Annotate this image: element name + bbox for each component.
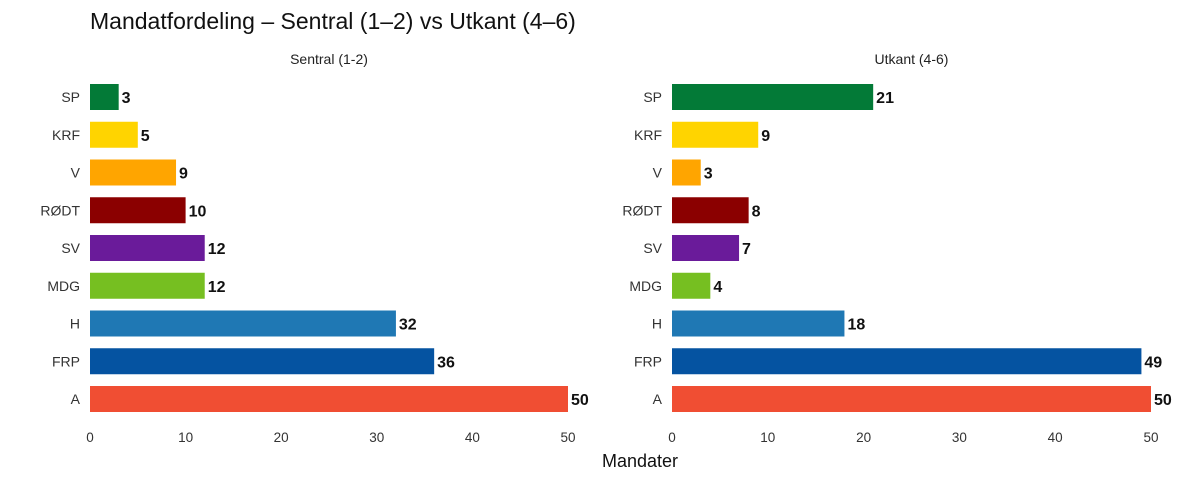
panel-utkant-category-label-sv: SV <box>643 240 662 256</box>
panel-sentral-value-label-frp: 36 <box>437 354 455 371</box>
panel-utkant-category-label-h: H <box>652 316 662 332</box>
panel-utkant-bar-mdg <box>672 272 711 299</box>
chart-title: Mandatfordeling – Sentral (1–2) vs Utkan… <box>90 8 576 34</box>
panel-utkant-bar-sp <box>672 84 874 110</box>
panel-sentral: Sentral (1-2) SP 3 KRF 5 V 9 RØDT 10 SV 12 MDG 12 H 32… <box>40 51 589 445</box>
panel-utkant-bar-v <box>672 159 701 186</box>
panel-sentral-category-label-sp: SP <box>61 89 80 105</box>
panel-utkant-value-label-frp: 49 <box>1144 354 1162 371</box>
panel-sentral-x-tick-30: 30 <box>369 430 384 445</box>
panel-utkant: Utkant (4-6) SP 21 KRF 9 V 3 RØDT 8 SV 7 MDG 4 H 18 FRP… <box>622 51 1172 445</box>
panel-utkant-bar-frp <box>672 348 1142 375</box>
x-axis-title: Mandater <box>602 451 678 471</box>
panel-sentral-category-label-krf: KRF <box>52 127 80 143</box>
panel-sentral-bar-rodt <box>90 197 186 224</box>
panel-sentral-category-label-frp: FRP <box>52 353 80 369</box>
panel-utkant-category-label-mdg: MDG <box>629 278 662 294</box>
panel-sentral-x-tick-40: 40 <box>465 430 480 445</box>
panel-utkant-category-label-v: V <box>653 165 663 181</box>
panel-sentral-value-label-mdg: 12 <box>208 279 226 296</box>
panel-sentral-value-label-rodt: 10 <box>189 203 207 220</box>
panel-sentral-value-label-sp: 3 <box>122 90 131 107</box>
panel-utkant-category-label-sp: SP <box>643 89 662 105</box>
panel-sentral-bar-krf <box>90 121 138 148</box>
panel-utkant-value-label-a: 50 <box>1154 392 1172 409</box>
panel-utkant-x-tick-40: 40 <box>1048 430 1063 445</box>
panel-sentral-category-label-mdg: MDG <box>47 278 80 294</box>
panel-utkant-value-label-sv: 7 <box>742 241 751 258</box>
panel-sentral-bar-a <box>90 386 568 412</box>
panel-utkant-value-label-h: 18 <box>847 317 865 334</box>
panel-utkant-category-label-krf: KRF <box>634 127 662 143</box>
panel-sentral-x-tick-0: 0 <box>86 430 94 445</box>
panel-sentral-title: Sentral (1-2) <box>290 51 368 67</box>
panel-utkant-value-label-mdg: 4 <box>713 279 722 296</box>
panel-sentral-value-label-sv: 12 <box>208 241 226 258</box>
panel-sentral-category-label-sv: SV <box>61 240 80 256</box>
panel-sentral-bar-sv <box>90 235 205 261</box>
panel-utkant-bar-a <box>672 386 1151 412</box>
panel-sentral-value-label-h: 32 <box>399 317 417 334</box>
panel-utkant-bar-h <box>672 310 845 337</box>
panel-utkant-x-tick-10: 10 <box>760 430 775 445</box>
panel-utkant-category-label-frp: FRP <box>634 353 662 369</box>
panel-sentral-value-label-krf: 5 <box>141 128 150 145</box>
panel-sentral-value-label-v: 9 <box>179 166 188 183</box>
panel-sentral-bar-h <box>90 310 396 337</box>
panel-sentral-x-tick-20: 20 <box>274 430 289 445</box>
panel-utkant-title: Utkant (4-6) <box>875 51 949 67</box>
panel-utkant-bar-krf <box>672 121 759 148</box>
panel-sentral-bar-sp <box>90 84 119 110</box>
panel-utkant-category-label-a: A <box>653 391 663 407</box>
panel-sentral-bar-frp <box>90 348 435 375</box>
panel-utkant-x-tick-0: 0 <box>668 430 676 445</box>
panel-sentral-bar-v <box>90 159 177 186</box>
panel-sentral-category-label-rodt: RØDT <box>40 202 80 218</box>
panel-sentral-category-label-a: A <box>71 391 81 407</box>
panel-utkant-value-label-rodt: 8 <box>752 203 761 220</box>
panel-sentral-x-tick-50: 50 <box>560 430 575 445</box>
panel-utkant-x-tick-20: 20 <box>856 430 871 445</box>
panel-utkant-bar-rodt <box>672 197 749 224</box>
panel-utkant-value-label-sp: 21 <box>876 90 894 107</box>
panel-utkant-value-label-v: 3 <box>704 166 713 183</box>
panel-utkant-category-label-rodt: RØDT <box>622 202 662 218</box>
panel-sentral-category-label-h: H <box>70 316 80 332</box>
panel-utkant-bar-sv <box>672 235 740 261</box>
panel-utkant-x-tick-50: 50 <box>1143 430 1158 445</box>
panel-sentral-bar-mdg <box>90 272 205 299</box>
panel-utkant-x-tick-30: 30 <box>952 430 967 445</box>
panel-utkant-value-label-krf: 9 <box>761 128 770 145</box>
panel-sentral-value-label-a: 50 <box>571 392 589 409</box>
panel-sentral-x-tick-10: 10 <box>178 430 193 445</box>
panel-sentral-category-label-v: V <box>71 165 81 181</box>
